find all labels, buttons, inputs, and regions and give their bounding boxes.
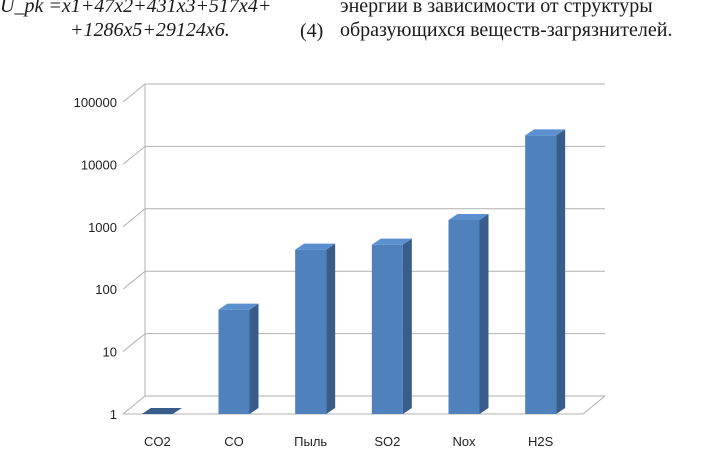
x-tick-label: SO2	[374, 434, 400, 449]
gridline-diagonal	[122, 270, 146, 290]
bar-side-H2S	[556, 129, 566, 415]
x-tick-label: CO	[224, 434, 244, 449]
bar-CO2	[141, 408, 182, 414]
x-tick-label: Пыль	[294, 434, 327, 449]
gridline-diagonal	[122, 146, 146, 165]
paragraph-line-1: энергии в зависимости от структуры	[340, 0, 653, 17]
y-tick-label: 1000	[88, 220, 117, 235]
paragraph-line-2: образующихся веществ-загрязнителей.	[340, 19, 673, 41]
y-tick-label: 100	[95, 282, 117, 297]
bar-Пыль	[295, 249, 327, 414]
bar-top-Nox	[448, 213, 489, 220]
y-tick-label: 10	[103, 345, 117, 360]
bar-top-SO2	[371, 238, 412, 245]
equation-number: (4)	[300, 20, 324, 42]
gridline-diagonal	[122, 395, 146, 415]
y-tick-label: 100000	[74, 95, 117, 110]
bar-top-CO	[218, 303, 259, 310]
x-tick-label: CO2	[144, 434, 171, 449]
formula-line-2: +1286x5+29124x6.	[70, 19, 230, 41]
bar-SO2	[371, 244, 403, 414]
gridline-diagonal	[122, 333, 146, 352]
bar-side-SO2	[402, 238, 412, 414]
bar-side-Nox	[479, 213, 489, 414]
y-tick-label: 1	[110, 407, 117, 422]
x-tick-label: Nox	[452, 434, 476, 449]
bar-Nox	[448, 219, 480, 414]
bar-H2S	[525, 135, 557, 415]
bar-side-CO	[249, 303, 259, 414]
gridline-diagonal	[122, 83, 146, 103]
bar-top-H2S	[525, 129, 566, 136]
formula: U_pk =x1+47x2+431x3+517x4+ +1286x5+29124…	[0, 0, 271, 42]
bar-CO	[218, 309, 250, 414]
x-tick-label: H2S	[528, 434, 554, 449]
y-tick-label: 10000	[81, 157, 117, 172]
gridline-diagonal	[122, 208, 146, 228]
floor-right-edge	[582, 395, 606, 415]
bar-top-Пыль	[295, 243, 336, 250]
bar-side-Пыль	[326, 243, 336, 414]
formula-line-1: U_pk =x1+47x2+431x3+517x4+	[0, 0, 272, 17]
paragraph-text: энергии в зависимости от структуры образ…	[340, 0, 672, 42]
